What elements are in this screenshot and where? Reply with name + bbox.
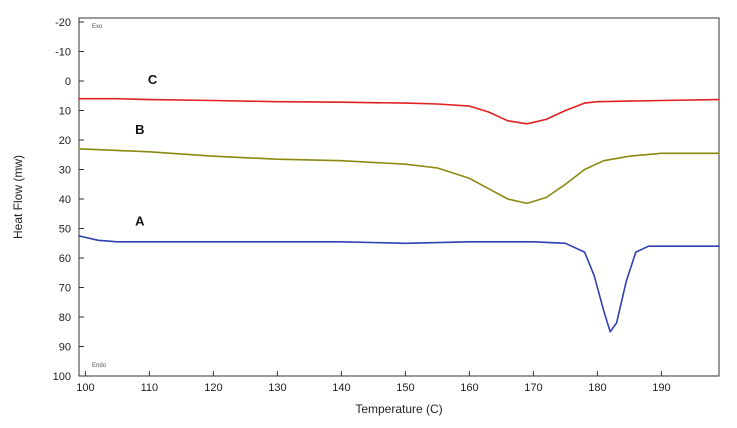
series-line-c	[78, 97, 720, 125]
x-tick-label: 120	[204, 382, 222, 394]
x-tick-label: 150	[396, 382, 414, 394]
y-axis-ticks: -20 -10 0 10 20 30 40 50 60 70 80 90 100	[53, 17, 84, 383]
exo-label: Exo	[92, 24, 103, 30]
x-tick-label: 100	[76, 382, 94, 394]
y-tick-label: 50	[59, 224, 71, 236]
series-label-b: B	[135, 122, 144, 137]
y-tick-label: 0	[65, 76, 71, 88]
series-label-c: C	[148, 72, 158, 87]
x-tick-label: 180	[588, 382, 606, 394]
x-tick-label: 190	[652, 382, 670, 394]
x-tick-label: 140	[332, 382, 350, 394]
x-axis-label: Temperature (C)	[355, 402, 442, 416]
endo-label: Endo	[92, 363, 107, 369]
y-tick-label: 30	[59, 165, 71, 177]
y-tick-label: 40	[59, 194, 71, 206]
x-tick-label: 170	[524, 382, 542, 394]
plot-area	[78, 17, 720, 377]
y-tick-label: 10	[59, 106, 71, 118]
y-tick-label: 20	[59, 135, 71, 147]
series-line-b	[78, 148, 720, 205]
y-tick-label: 80	[59, 312, 71, 324]
series-line-a	[78, 235, 720, 333]
y-tick-label: -20	[55, 17, 71, 29]
y-tick-label: 90	[59, 342, 71, 354]
series-lines	[78, 97, 720, 333]
x-axis-ticks: 100 110 120 130 140 150 160 170 180 190	[76, 371, 671, 394]
y-axis-label: Heat Flow (mw)	[11, 155, 25, 239]
y-tick-label: 60	[59, 253, 71, 265]
series-labels: C B A	[135, 72, 158, 229]
y-tick-label: -10	[55, 47, 71, 59]
x-tick-label: 160	[460, 382, 478, 394]
y-tick-label: 70	[59, 283, 71, 295]
y-tick-label: 100	[53, 371, 71, 383]
x-tick-label: 110	[141, 382, 159, 394]
series-label-a: A	[135, 214, 145, 229]
x-tick-label: 130	[268, 382, 286, 394]
